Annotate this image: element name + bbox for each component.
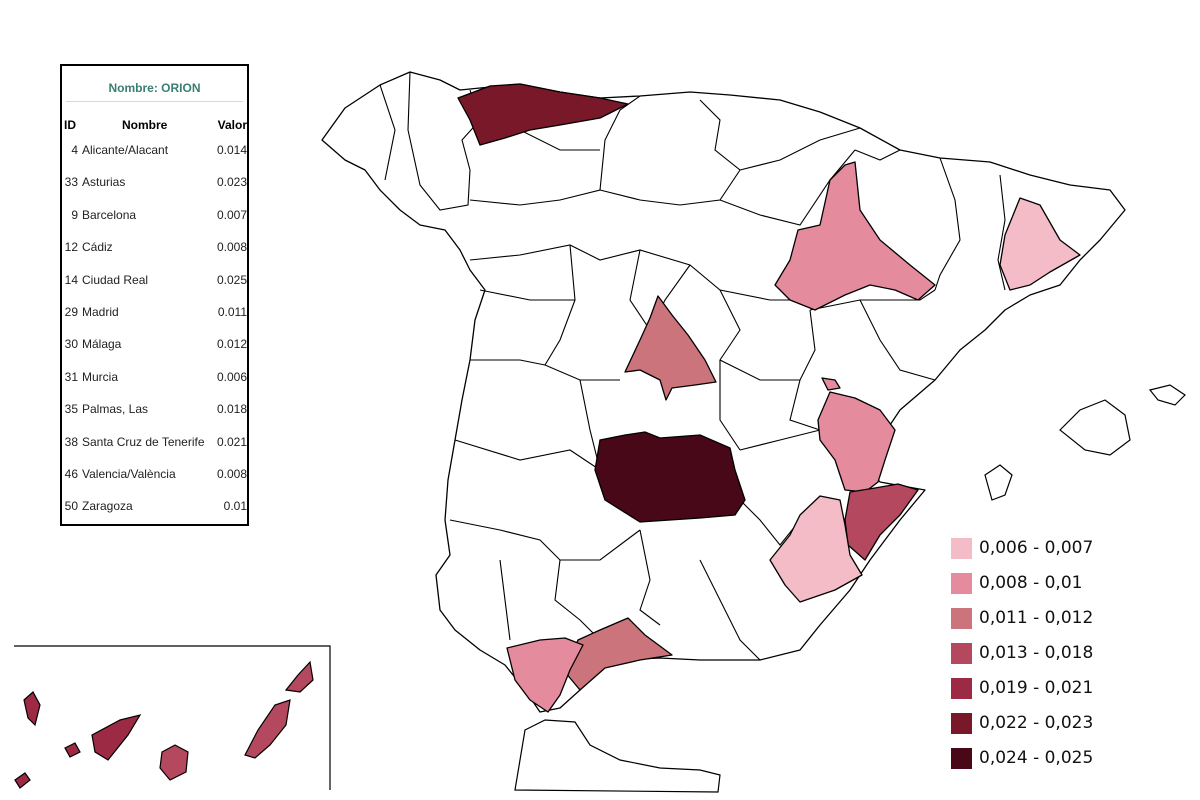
legend-swatch <box>951 678 972 699</box>
province-malaga <box>564 617 673 691</box>
row-value-cell: 0.023 <box>216 175 247 190</box>
table-row: 33 Asturias 0.023 <box>62 164 247 196</box>
legend-label: 0,019 - 0,021 <box>979 678 1094 698</box>
canary-inset-frame <box>14 645 331 790</box>
row-value-cell: 0.011 <box>217 304 247 319</box>
province-data-table: Nombre: ORION ID Nombre Valor 4 Alicante/… <box>60 64 249 526</box>
row-value-cell: 0.012 <box>216 337 247 352</box>
table-row: 9 Barcelona 0.007 <box>62 197 247 229</box>
province-madrid <box>624 295 717 401</box>
island-menorca <box>1148 384 1186 406</box>
table-row: 46 Valencia/València 0.008 <box>62 456 247 488</box>
row-id-cell: 30 <box>64 337 78 352</box>
row-value-cell: 0.018 <box>216 402 247 417</box>
province-valencia-enclave <box>821 377 841 391</box>
table-row: 31 Murcia 0.006 <box>62 359 247 391</box>
row-id-cell: 46 <box>64 466 78 481</box>
row-value-cell: 0.008 <box>216 466 247 481</box>
row-name-cell: Cádiz <box>82 240 113 255</box>
legend-swatch <box>951 608 972 629</box>
island-gran-canaria <box>159 744 189 781</box>
table-body: 4 Alicante/Alacant 0.014 33 Asturias 0.023 9 Ba… <box>62 132 247 521</box>
row-name-cell: Barcelona <box>82 207 137 222</box>
table-header: ID Nombre Valor <box>62 102 247 132</box>
legend-label: 0,013 - 0,018 <box>979 643 1094 663</box>
row-name-cell: Asturias <box>82 175 126 190</box>
row-id-cell: 35 <box>64 402 78 417</box>
table-row: 29 Madrid 0.011 <box>62 294 247 326</box>
header-value: Valor <box>217 118 247 132</box>
legend-swatch <box>951 713 972 734</box>
legend-label: 0,024 - 0,025 <box>979 748 1094 768</box>
province-zaragoza <box>774 161 936 311</box>
island-ibiza <box>984 464 1013 501</box>
table-row: 4 Alicante/Alacant 0.014 <box>62 132 247 164</box>
province-ciudad-real <box>594 431 746 523</box>
row-name-cell: Murcia <box>82 369 119 384</box>
row-id-cell: 4 <box>71 143 78 157</box>
province-borders <box>379 71 1006 661</box>
row-name-cell: Madrid <box>82 304 119 319</box>
province-cadiz <box>506 637 584 713</box>
row-name-cell: Alicante/Alacant <box>82 143 169 157</box>
row-value-cell: 0.006 <box>216 369 247 384</box>
legend-swatch <box>951 748 972 769</box>
header-name: Nombre <box>122 118 168 132</box>
legend-label: 0,022 - 0,023 <box>979 713 1094 733</box>
header-id: ID <box>64 118 76 132</box>
legend-swatch <box>951 538 972 559</box>
table-row: 14 Ciudad Real 0.025 <box>62 262 247 294</box>
legend-label: 0,006 - 0,007 <box>979 538 1094 558</box>
peninsula-outline <box>321 71 1126 713</box>
row-name-cell: Valencia/València <box>82 466 176 481</box>
province-valencia <box>817 391 896 493</box>
row-id-cell: 9 <box>71 207 78 222</box>
legend-swatch <box>951 643 972 664</box>
row-id-cell: 29 <box>64 304 78 319</box>
row-value-cell: 0.021 <box>216 434 247 449</box>
row-id-cell: 12 <box>64 240 78 255</box>
table-row: 35 Palmas, Las 0.018 <box>62 391 247 423</box>
table-row: 38 Santa Cruz de Tenerife 0.021 <box>62 424 247 456</box>
island-mallorca <box>1059 399 1131 456</box>
row-value-cell: 0.007 <box>216 207 247 222</box>
island-lanzarote <box>284 660 314 693</box>
table-row: 30 Málaga 0.012 <box>62 326 247 358</box>
legend-label: 0,008 - 0,01 <box>979 573 1083 593</box>
row-name-cell: Zaragoza <box>82 499 133 514</box>
row-id-cell: 31 <box>64 369 78 384</box>
row-value-cell: 0.008 <box>216 240 247 255</box>
row-name-cell: Málaga <box>82 337 122 352</box>
row-value-cell: 0.01 <box>223 499 247 514</box>
row-name-cell: Palmas, Las <box>82 402 149 417</box>
island-tenerife <box>91 714 142 761</box>
province-murcia <box>769 495 863 603</box>
island-la-palma <box>23 691 41 727</box>
row-id-cell: 33 <box>64 175 78 190</box>
province-asturias <box>457 83 629 146</box>
row-value-cell: 0.014 <box>216 143 247 157</box>
legend-label: 0,011 - 0,012 <box>979 608 1094 628</box>
row-name-cell: Ciudad Real <box>82 272 149 287</box>
island-la-gomera <box>64 742 81 758</box>
row-name-cell: Santa Cruz de Tenerife <box>82 434 205 449</box>
province-barcelona <box>999 197 1081 291</box>
table-row: 12 Cádiz 0.008 <box>62 229 247 261</box>
table-title: Nombre: ORION <box>66 66 243 102</box>
province-alicante <box>844 483 919 561</box>
row-id-cell: 14 <box>64 272 78 287</box>
row-value-cell: 0.025 <box>216 272 247 287</box>
table-row: 50 Zaragoza 0.01 <box>62 488 247 520</box>
island-fuerteventura <box>244 699 291 759</box>
legend-swatch <box>951 573 972 594</box>
north-africa-coast <box>514 719 721 793</box>
island-el-hierro <box>14 772 31 789</box>
row-id-cell: 38 <box>64 434 78 449</box>
row-id-cell: 50 <box>64 499 78 514</box>
